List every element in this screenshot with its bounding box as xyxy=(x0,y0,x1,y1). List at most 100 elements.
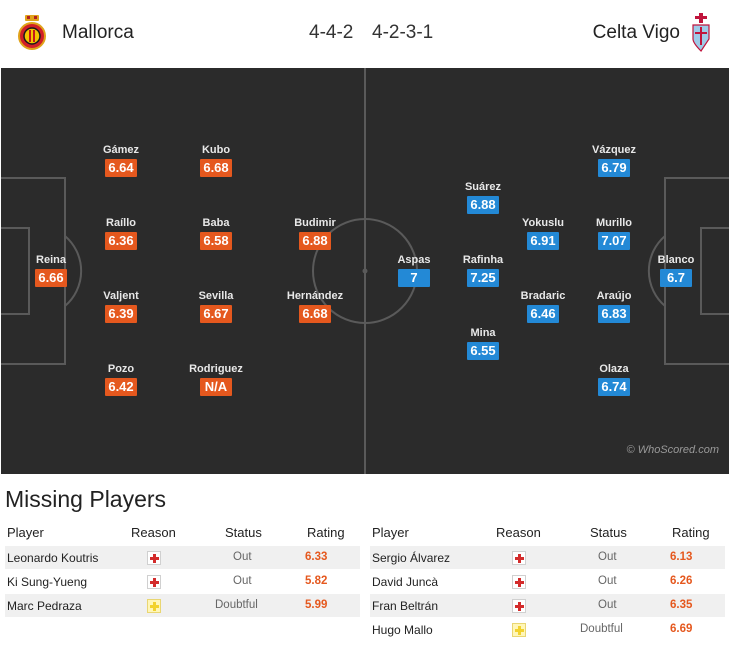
missing-player-name[interactable]: Ki Sung-Yueng xyxy=(7,575,88,589)
player-rating: 6.55 xyxy=(467,342,499,360)
home-player[interactable]: Hernández 6.68 xyxy=(270,290,360,323)
player-rating: 6.66 xyxy=(35,269,67,287)
missing-player-name[interactable]: Hugo Mallo xyxy=(372,623,433,637)
away-player[interactable]: Olaza 6.74 xyxy=(569,363,659,396)
away-player[interactable]: Vázquez 6.79 xyxy=(569,144,659,177)
missing-players-title: Missing Players xyxy=(5,486,167,512)
celta-crest-icon xyxy=(692,13,710,52)
home-player[interactable]: Rodriguez N/A xyxy=(171,363,261,396)
player-rating: 6.46 xyxy=(527,305,559,323)
injury-icon xyxy=(147,575,161,589)
player-name: Vázquez xyxy=(591,144,636,156)
header-player: Player xyxy=(372,525,409,540)
injury-icon xyxy=(512,575,526,589)
player-name: Olaza xyxy=(599,363,629,375)
player-name: Baba xyxy=(202,217,230,229)
watermark: © WhoScored.com xyxy=(626,444,719,456)
table-row: Fran Beltrán Out 6.35 xyxy=(370,594,725,618)
missing-rating: 6.13 xyxy=(670,551,693,563)
player-name: Valjent xyxy=(103,290,139,302)
player-name: Rodriguez xyxy=(189,363,243,375)
home-player[interactable]: Sevilla 6.67 xyxy=(171,290,261,323)
away-formation: 4-2-3-1 xyxy=(372,22,434,43)
home-player[interactable]: Gámez 6.64 xyxy=(76,144,166,177)
pitch: Reina 6.66 Gámez 6.64 Raíllo 6.36 Valjent 6.39 P… xyxy=(1,68,729,474)
away-player[interactable]: Suárez 6.88 xyxy=(438,181,528,214)
player-name: Bradaric xyxy=(520,290,566,302)
player-rating: 7 xyxy=(398,269,430,287)
table-row: Leonardo Koutris Out 6.33 xyxy=(5,546,360,570)
table-row: Ki Sung-Yueng Out 5.82 xyxy=(5,570,360,594)
player-rating: 6.68 xyxy=(299,305,331,323)
missing-player-name[interactable]: Marc Pedraza xyxy=(7,599,82,613)
player-name: Hernández xyxy=(286,290,344,302)
home-player[interactable]: Kubo 6.68 xyxy=(171,144,261,177)
header-rating: Rating xyxy=(672,525,710,540)
table-header: Player Reason Status Rating xyxy=(5,520,360,546)
missing-status: Out xyxy=(233,575,252,587)
missing-player-name[interactable]: Sergio Álvarez xyxy=(372,551,451,565)
missing-player-name[interactable]: David Juncà xyxy=(372,575,439,589)
missing-status: Out xyxy=(598,599,617,611)
away-player[interactable]: Aspas 7 xyxy=(369,254,459,287)
home-player[interactable]: Budimir 6.88 xyxy=(270,217,360,250)
table-header: Player Reason Status Rating xyxy=(370,520,725,546)
player-name: Gámez xyxy=(102,144,140,156)
doubtful-icon xyxy=(512,623,526,637)
player-rating: 6.39 xyxy=(105,305,137,323)
injury-icon xyxy=(512,599,526,613)
missing-rating: 6.35 xyxy=(670,599,693,611)
player-name: Yokuslu xyxy=(522,217,564,229)
missing-player-name[interactable]: Leonardo Koutris xyxy=(7,551,99,565)
missing-status: Doubtful xyxy=(580,623,623,635)
away-team-name[interactable]: Celta Vigo xyxy=(592,22,680,43)
header-reason: Reason xyxy=(131,525,176,540)
missing-status: Out xyxy=(233,551,252,563)
missing-rating: 5.99 xyxy=(305,599,328,611)
home-formation: 4-4-2 xyxy=(309,22,354,43)
player-name: Raíllo xyxy=(106,217,136,229)
header-reason: Reason xyxy=(496,525,541,540)
match-header: Mallorca 4-4-2 4-2-3-1 Celta Vigo xyxy=(0,0,730,68)
missing-status: Out xyxy=(598,551,617,563)
home-team-name[interactable]: Mallorca xyxy=(62,22,134,43)
home-player[interactable]: Pozo 6.42 xyxy=(76,363,166,396)
away-player[interactable]: Blanco 6.7 xyxy=(631,254,721,287)
home-player[interactable]: Reina 6.66 xyxy=(6,254,96,287)
home-player[interactable]: Valjent 6.39 xyxy=(76,290,166,323)
away-player[interactable]: Araújo 6.83 xyxy=(569,290,659,323)
player-name: Aspas xyxy=(397,254,431,266)
away-player[interactable]: Mina 6.55 xyxy=(438,327,528,360)
missing-rating: 6.69 xyxy=(670,623,693,635)
player-rating: 6.68 xyxy=(200,159,232,177)
away-player[interactable]: Bradaric 6.46 xyxy=(498,290,588,323)
player-rating: 6.88 xyxy=(467,196,499,214)
missing-status: Doubtful xyxy=(215,599,258,611)
header-status: Status xyxy=(590,525,627,540)
home-player[interactable]: Baba 6.58 xyxy=(171,217,261,250)
missing-player-name[interactable]: Fran Beltrán xyxy=(372,599,439,613)
away-player[interactable]: Murillo 7.07 xyxy=(569,217,659,250)
player-rating: 6.58 xyxy=(200,232,232,250)
home-player[interactable]: Raíllo 6.36 xyxy=(76,217,166,250)
player-name: Murillo xyxy=(595,217,633,229)
player-name: Araújo xyxy=(596,290,632,302)
player-rating: 6.88 xyxy=(299,232,331,250)
away-player[interactable]: Rafinha 7.25 xyxy=(438,254,528,287)
player-name: Blanco xyxy=(657,254,695,266)
player-rating: 6.91 xyxy=(527,232,559,250)
injury-icon xyxy=(512,551,526,565)
player-rating: 6.64 xyxy=(105,159,137,177)
player-rating: 7.07 xyxy=(598,232,630,250)
player-name: Budimir xyxy=(294,217,336,229)
mallorca-crest-icon xyxy=(18,15,46,50)
player-name: Reina xyxy=(36,254,66,266)
header-player: Player xyxy=(7,525,44,540)
player-name: Mina xyxy=(470,327,496,339)
player-name: Pozo xyxy=(107,363,135,375)
player-rating: 7.25 xyxy=(467,269,499,287)
away-player[interactable]: Yokuslu 6.91 xyxy=(498,217,588,250)
home-missing-table: Player Reason Status Rating Leonardo Kou… xyxy=(5,520,360,618)
table-row: Marc Pedraza Doubtful 5.99 xyxy=(5,594,360,618)
missing-rating: 6.33 xyxy=(305,551,328,563)
